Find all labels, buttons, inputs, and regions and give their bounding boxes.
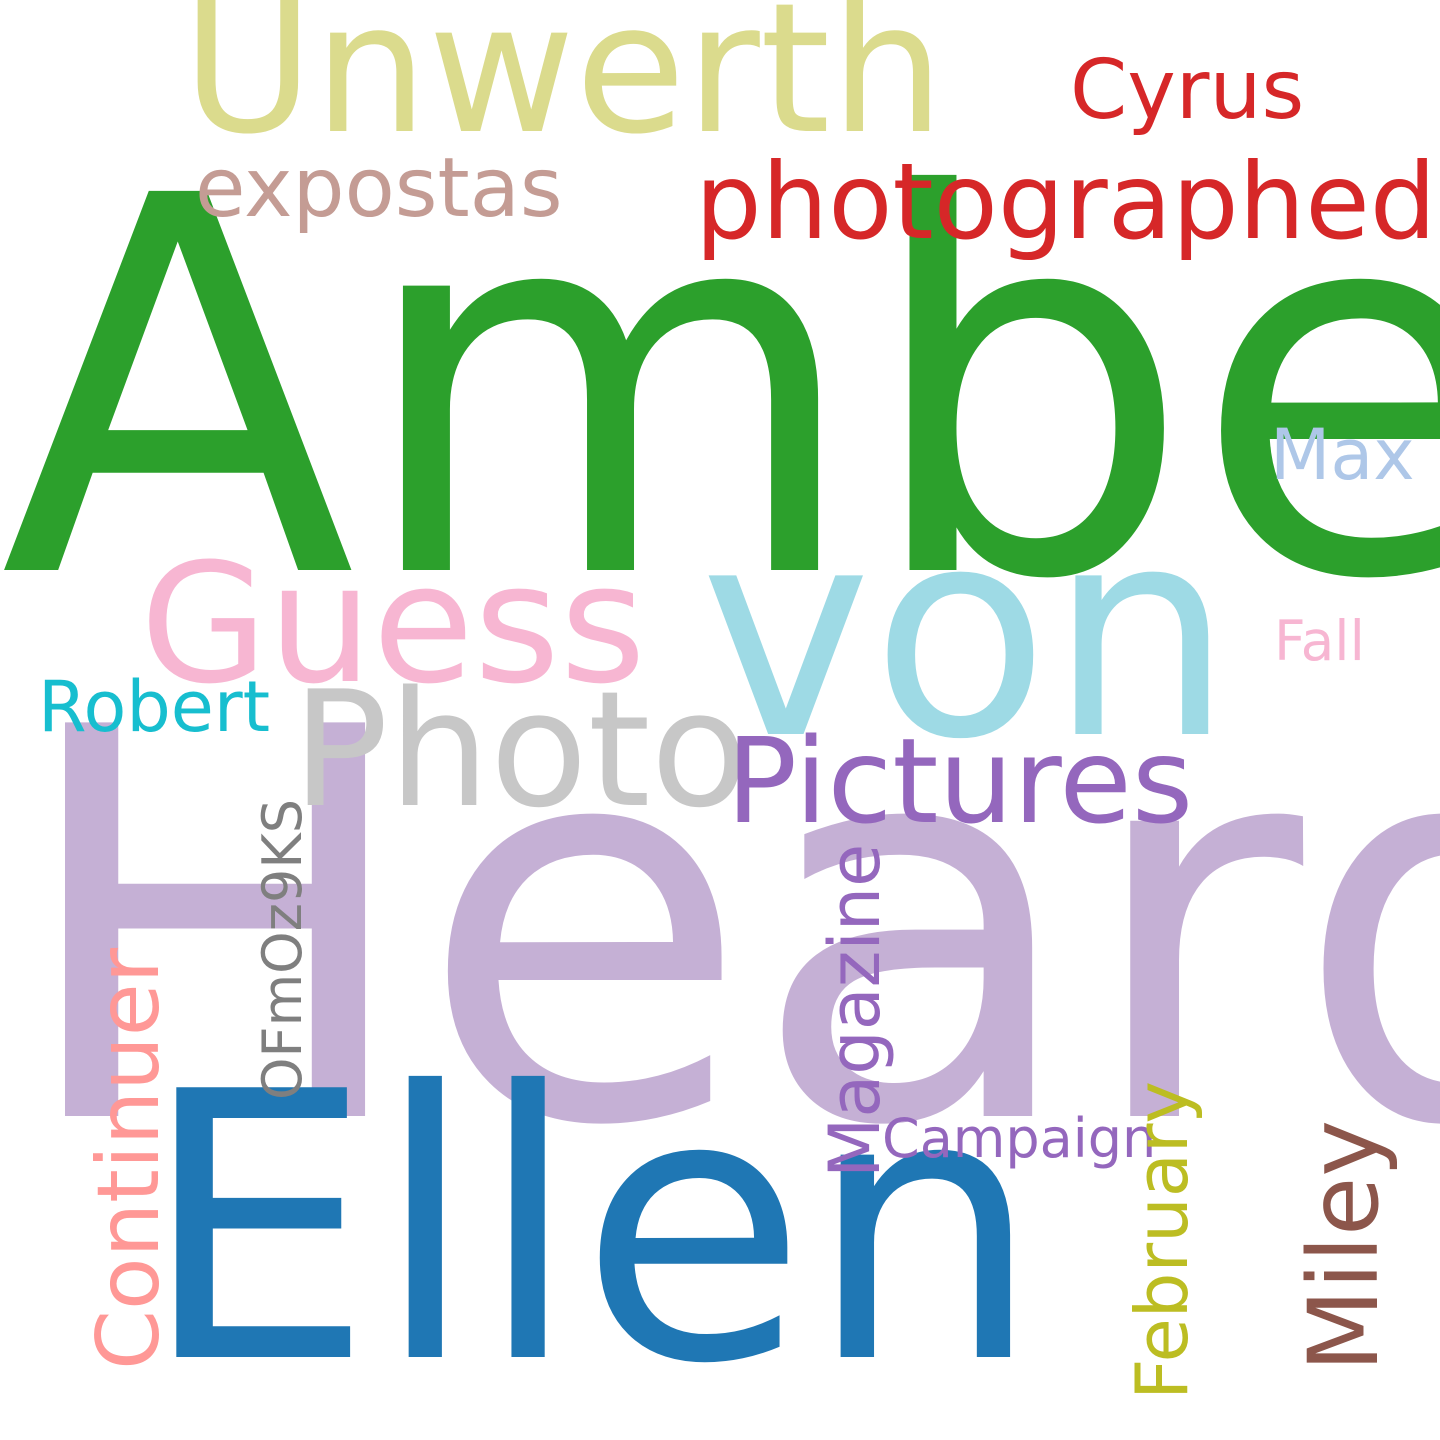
word-robert: Robert bbox=[38, 666, 271, 748]
word-expostas: expostas bbox=[195, 141, 563, 236]
word-campaign: Campaign bbox=[882, 1107, 1157, 1170]
word-photo: Photo bbox=[292, 656, 749, 843]
word-guess: Guess bbox=[140, 528, 646, 720]
word-magazine: Magazine bbox=[814, 843, 896, 1178]
word-fall: Fall bbox=[1274, 609, 1365, 673]
word-continuer: Continuer bbox=[79, 947, 179, 1370]
word-ellen: Ellen bbox=[140, 1015, 1042, 1440]
word-ofmoz9ks: OFmOz9KS bbox=[251, 798, 314, 1100]
word-miley: Miley bbox=[1288, 1119, 1400, 1372]
word-pictures: Pictures bbox=[726, 712, 1194, 850]
word-amber: Amber bbox=[0, 87, 1440, 693]
word-photographed: photographed bbox=[695, 141, 1437, 263]
word-von: von bbox=[700, 466, 1233, 803]
word-unwerth: Unwerth bbox=[182, 0, 945, 174]
word-cyrus: Cyrus bbox=[1070, 43, 1305, 138]
word-heard: Heard bbox=[12, 616, 1440, 1244]
word-max: Max bbox=[1270, 414, 1415, 496]
word-february: February bbox=[1120, 1080, 1204, 1400]
